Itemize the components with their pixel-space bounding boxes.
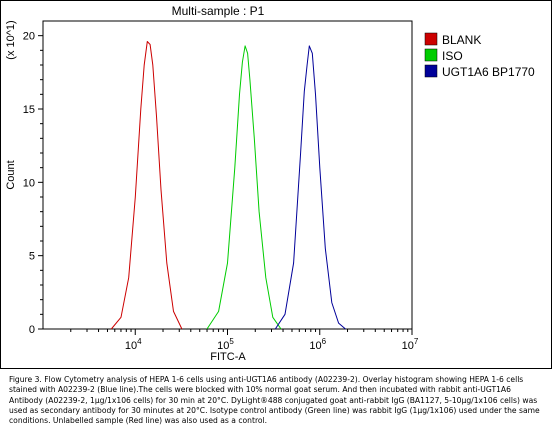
legend-label: UGT1A6 BP1770: [442, 65, 535, 79]
chart-title: Multi-sample : P1: [172, 4, 265, 18]
y-tick-label: 0: [29, 324, 35, 336]
x-tick-label: 104: [125, 337, 142, 352]
y-tick-label: 20: [23, 31, 35, 43]
y-tick-label: 10: [23, 177, 35, 189]
histogram-series: [110, 41, 346, 330]
legend-swatch: [424, 48, 438, 62]
x-tick-label: 107: [402, 337, 419, 352]
x-axis: 104 105 106 107: [70, 329, 419, 352]
legend-label: BLANK: [442, 33, 481, 47]
x-axis-label: FITC-A: [210, 351, 246, 363]
legend-swatch: [424, 32, 438, 46]
y-tick-label: 15: [23, 104, 35, 116]
x-tick-label: 105: [217, 337, 234, 352]
series-line-blank: [110, 41, 183, 330]
y-multiplier-label: (x 10^1): [5, 20, 17, 59]
legend: BLANK ISO UGT1A6 BP1770: [424, 32, 535, 79]
legend-swatch: [424, 64, 438, 78]
figure-caption: Figure 3. Flow Cytometry analysis of HEP…: [9, 375, 540, 426]
legend-label: ISO: [442, 49, 463, 63]
x-tick-label: 106: [309, 337, 326, 352]
series-line-ugt1a6-bp1770: [274, 45, 346, 330]
y-axis-label: Count: [5, 160, 17, 189]
series-line-iso: [206, 45, 282, 330]
plot-area: [42, 20, 413, 330]
y-axis: 0 5 10 15 20: [23, 31, 43, 336]
y-tick-label: 5: [29, 251, 35, 263]
